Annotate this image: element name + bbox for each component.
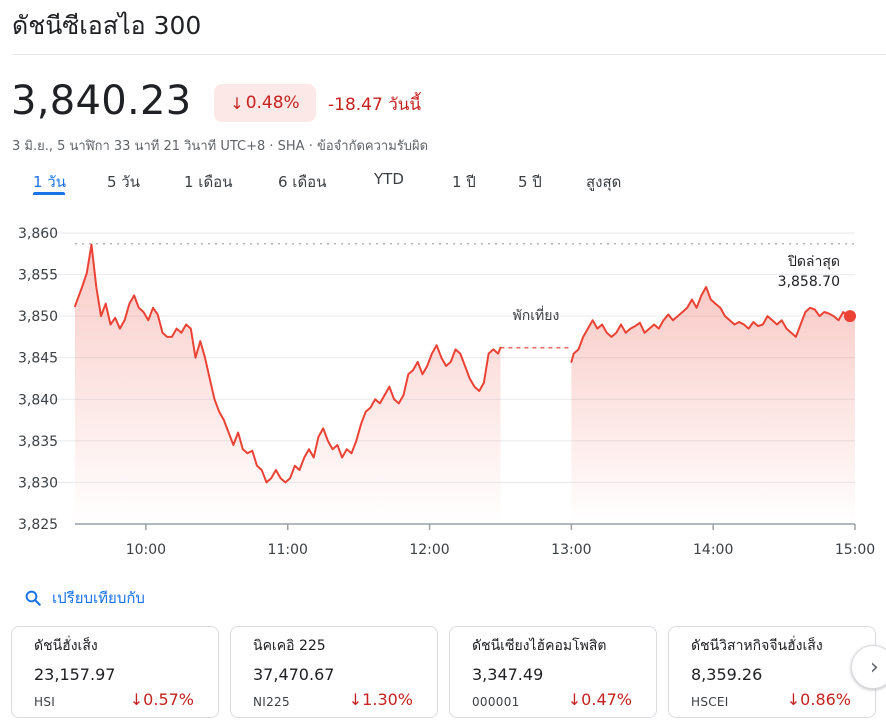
index-ticker: NI225 <box>253 695 290 709</box>
index-card-hsi[interactable]: ดัชนีฮั่งเส็ง 23,157.97 HSI ↓0.57% <box>11 626 219 718</box>
y-tick-label: 3,860 <box>18 226 58 242</box>
arrow-down-icon: ↓ <box>348 690 363 709</box>
tab-1m[interactable]: 1 เดือน <box>184 173 233 191</box>
chevron-right-icon: › <box>870 654 879 680</box>
active-tab-indicator <box>33 192 65 195</box>
index-name: ดัชนีฮั่งเส็ง <box>34 638 98 654</box>
index-value: 23,157.97 <box>34 665 116 684</box>
y-tick-label: 3,850 <box>18 309 58 325</box>
arrow-down-icon: ↓ <box>230 93 244 113</box>
x-tick-label: 13:00 <box>551 542 591 558</box>
index-change: ↓0.47% <box>568 690 632 709</box>
index-name: ดัชนีเซียงไฮ้คอมโพสิต <box>472 638 607 654</box>
y-tick-label: 3,840 <box>18 392 58 408</box>
arrow-down-icon: ↓ <box>129 690 144 709</box>
morning-series-area <box>75 244 501 524</box>
index-change-value: 0.86% <box>800 690 851 709</box>
divider <box>12 54 886 55</box>
index-change: ↓1.30% <box>349 690 413 709</box>
compare-button[interactable]: เปรียบเทียบกับ <box>24 586 145 610</box>
quote-meta: 3 มิ.ย., 5 นาฬิกา 33 นาที 21 วินาที UTC+… <box>12 135 428 156</box>
index-name: นิคเคอิ 225 <box>253 638 326 654</box>
index-ticker: 000001 <box>472 695 520 709</box>
y-tick-label: 3,825 <box>18 517 58 533</box>
tab-1y[interactable]: 1 ปี <box>452 173 476 191</box>
x-tick-label: 10:00 <box>126 542 166 558</box>
y-tick-label: 3,845 <box>18 351 58 367</box>
tab-1d[interactable]: 1 วัน <box>33 173 66 191</box>
morning-series-line <box>74 243 502 484</box>
change-percent: 0.48% <box>245 93 300 113</box>
index-card-000001[interactable]: ดัชนีเซียงไฮ้คอมโพสิต 3,347.49 000001 ↓0… <box>449 626 657 718</box>
quote-meta-text: 3 มิ.ย., 5 นาฬิกา 33 นาที 21 วินาที UTC+… <box>12 139 429 154</box>
x-tick-label: 14:00 <box>693 542 733 558</box>
index-ticker: HSI <box>34 695 56 709</box>
y-tick-label: 3,835 <box>18 434 58 450</box>
current-price: 3,840.23 <box>11 78 192 124</box>
afternoon-series-line <box>570 286 856 363</box>
arrow-down-icon: ↓ <box>567 690 582 709</box>
index-change-value: 0.47% <box>581 690 632 709</box>
index-value: 3,347.49 <box>472 665 544 684</box>
index-card-hscei[interactable]: ดัชนีวิสาหกิจจีนฮั่งเส็ง 8,359.26 HSCEI … <box>668 626 876 718</box>
index-change-value: 1.30% <box>362 690 413 709</box>
price-chart-svg[interactable]: 3,860 3,855 3,850 3,845 3,840 3,835 3,830 3,825… <box>0 205 886 570</box>
search-icon <box>25 590 41 606</box>
tab-5y[interactable]: 5 ปี <box>518 173 542 191</box>
index-change: ↓0.57% <box>130 690 194 709</box>
afternoon-series-area <box>571 287 855 524</box>
x-tick-label: 15:00 <box>835 542 875 558</box>
tab-ytd[interactable]: YTD <box>374 170 404 188</box>
current-point-dot <box>844 310 856 323</box>
index-value: 37,470.67 <box>253 665 335 684</box>
compare-label: เปรียบเทียบกับ <box>52 589 145 607</box>
lunch-break-label: พักเที่ยง <box>513 306 560 324</box>
y-tick-label: 3,830 <box>18 475 58 491</box>
tab-6m[interactable]: 6 เดือน <box>278 173 327 191</box>
price-chart[interactable]: 3,860 3,855 3,850 3,845 3,840 3,835 3,830 3,825… <box>0 205 886 570</box>
previous-close-value: 3,858.70 <box>778 274 840 290</box>
index-card-ni225[interactable]: นิคเคอิ 225 37,470.67 NI225 ↓1.30% <box>230 626 438 718</box>
arrow-down-icon: ↓ <box>786 690 801 709</box>
index-change-value: 0.57% <box>143 690 194 709</box>
next-cards-button[interactable]: › <box>851 645 886 689</box>
index-ticker: HSCEI <box>691 695 729 709</box>
page-title: ดัชนีซีเอสไอ 300 <box>12 11 202 40</box>
x-tick-label: 12:00 <box>409 542 449 558</box>
index-change: ↓0.86% <box>787 690 851 709</box>
index-value: 8,359.26 <box>691 665 763 684</box>
y-tick-label: 3,855 <box>18 268 58 284</box>
x-tick-label: 11:00 <box>268 542 308 558</box>
previous-close-label: ปิดล่าสุด <box>787 254 840 270</box>
tab-max[interactable]: สูงสุด <box>586 173 622 191</box>
change-percent-badge: ↓ 0.48% <box>214 84 316 122</box>
tab-5d[interactable]: 5 วัน <box>107 173 140 191</box>
change-absolute: -18.47 วันนี้ <box>328 95 421 115</box>
related-indices: ดัชนีฮั่งเส็ง 23,157.97 HSI ↓0.57% นิคเค… <box>11 626 886 722</box>
index-name: ดัชนีวิสาหกิจจีนฮั่งเส็ง <box>691 638 823 654</box>
